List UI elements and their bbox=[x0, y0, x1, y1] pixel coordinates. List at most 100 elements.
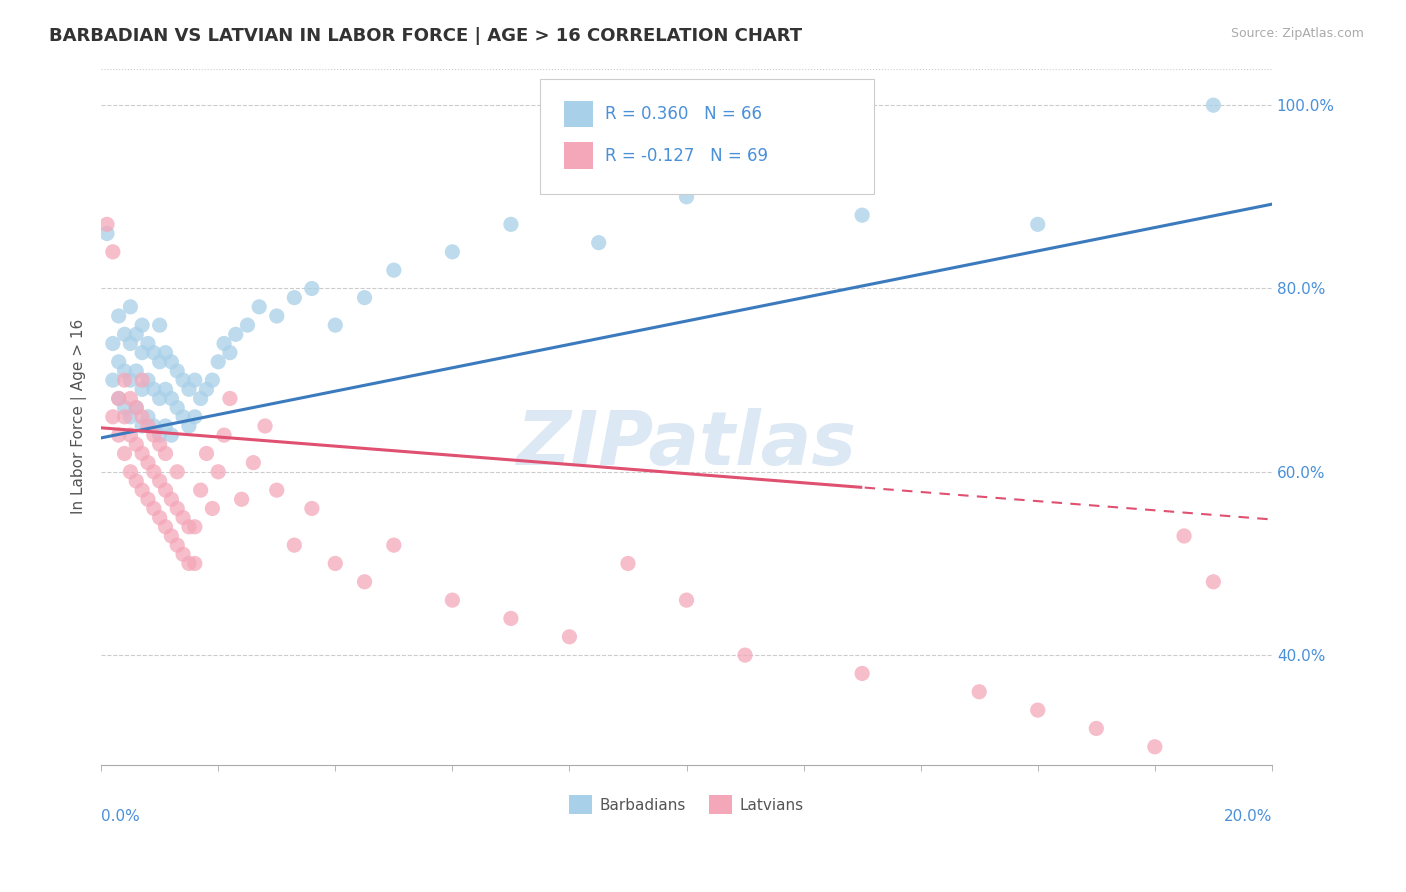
Point bbox=[155, 419, 177, 434]
Point bbox=[266, 483, 288, 497]
Point bbox=[1202, 98, 1225, 112]
FancyBboxPatch shape bbox=[564, 143, 593, 169]
Point bbox=[617, 557, 640, 571]
Point bbox=[172, 373, 194, 387]
Point bbox=[236, 318, 259, 333]
Point bbox=[382, 263, 405, 277]
Point bbox=[131, 345, 153, 359]
Point bbox=[166, 501, 188, 516]
Text: 20.0%: 20.0% bbox=[1223, 809, 1272, 824]
Point bbox=[149, 318, 172, 333]
Point bbox=[149, 474, 172, 488]
Point bbox=[120, 392, 142, 406]
Point bbox=[172, 510, 194, 524]
Point bbox=[120, 300, 142, 314]
Point bbox=[201, 373, 224, 387]
Point bbox=[301, 281, 323, 295]
Point bbox=[734, 648, 756, 662]
Point bbox=[195, 382, 218, 396]
Point bbox=[125, 401, 148, 415]
Point bbox=[114, 327, 136, 342]
Point bbox=[155, 520, 177, 534]
Point bbox=[155, 345, 177, 359]
Point bbox=[353, 574, 375, 589]
Point bbox=[107, 309, 129, 323]
Point bbox=[125, 364, 148, 378]
Point bbox=[160, 392, 183, 406]
Point bbox=[114, 446, 136, 460]
Point bbox=[1026, 217, 1049, 231]
Legend: Barbadians, Latvians: Barbadians, Latvians bbox=[564, 789, 810, 820]
Point bbox=[499, 611, 522, 625]
Point bbox=[131, 382, 153, 396]
Point bbox=[201, 501, 224, 516]
Point bbox=[107, 428, 129, 442]
Text: ZIPatlas: ZIPatlas bbox=[516, 409, 856, 481]
Point bbox=[242, 456, 264, 470]
Point bbox=[96, 217, 118, 231]
Point bbox=[114, 364, 136, 378]
Point bbox=[177, 382, 200, 396]
Point bbox=[149, 437, 172, 451]
Point bbox=[441, 244, 464, 259]
Point bbox=[499, 217, 522, 231]
Point bbox=[120, 465, 142, 479]
Point bbox=[219, 345, 242, 359]
Point bbox=[231, 492, 253, 507]
Point bbox=[142, 465, 165, 479]
Point bbox=[160, 355, 183, 369]
Point bbox=[155, 382, 177, 396]
Point bbox=[441, 593, 464, 607]
Point bbox=[101, 373, 124, 387]
Point bbox=[207, 355, 229, 369]
Point bbox=[125, 474, 148, 488]
Point bbox=[142, 345, 165, 359]
Point bbox=[136, 409, 159, 424]
Point bbox=[114, 373, 136, 387]
Point bbox=[967, 685, 990, 699]
Text: Source: ZipAtlas.com: Source: ZipAtlas.com bbox=[1230, 27, 1364, 40]
Point bbox=[172, 547, 194, 561]
Point bbox=[107, 355, 129, 369]
Point bbox=[101, 336, 124, 351]
Point bbox=[166, 538, 188, 552]
Point bbox=[149, 392, 172, 406]
Point bbox=[160, 428, 183, 442]
Point bbox=[1173, 529, 1195, 543]
Text: 0.0%: 0.0% bbox=[101, 809, 139, 824]
FancyBboxPatch shape bbox=[564, 101, 593, 127]
Point bbox=[254, 419, 277, 434]
Point bbox=[283, 538, 305, 552]
Point bbox=[142, 419, 165, 434]
Point bbox=[190, 483, 212, 497]
Point bbox=[323, 557, 346, 571]
Point bbox=[172, 409, 194, 424]
Point bbox=[160, 529, 183, 543]
Point bbox=[120, 409, 142, 424]
Point bbox=[1143, 739, 1166, 754]
Point bbox=[225, 327, 247, 342]
Point bbox=[142, 428, 165, 442]
Point bbox=[1085, 722, 1108, 736]
Point bbox=[101, 409, 124, 424]
Point bbox=[851, 208, 873, 222]
Point bbox=[155, 446, 177, 460]
Point bbox=[212, 428, 235, 442]
Point bbox=[136, 373, 159, 387]
Point bbox=[382, 538, 405, 552]
Point bbox=[195, 446, 218, 460]
Point bbox=[323, 318, 346, 333]
Point bbox=[675, 593, 697, 607]
Point bbox=[114, 409, 136, 424]
Point bbox=[149, 355, 172, 369]
Point bbox=[136, 456, 159, 470]
Point bbox=[184, 373, 207, 387]
Point bbox=[177, 520, 200, 534]
Point bbox=[120, 336, 142, 351]
Point bbox=[212, 336, 235, 351]
Point bbox=[588, 235, 610, 250]
Point bbox=[107, 392, 129, 406]
Point bbox=[131, 483, 153, 497]
Point bbox=[558, 630, 581, 644]
Point bbox=[107, 392, 129, 406]
